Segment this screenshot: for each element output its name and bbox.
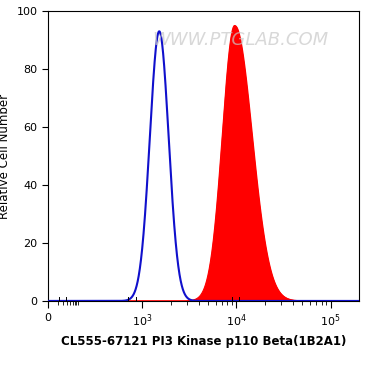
Text: WWW.PTGLAB.COM: WWW.PTGLAB.COM xyxy=(153,31,329,49)
Y-axis label: Relative Cell Number: Relative Cell Number xyxy=(0,94,11,218)
X-axis label: CL555-67121 PI3 Kinase p110 Beta(1B2A1): CL555-67121 PI3 Kinase p110 Beta(1B2A1) xyxy=(61,335,346,348)
